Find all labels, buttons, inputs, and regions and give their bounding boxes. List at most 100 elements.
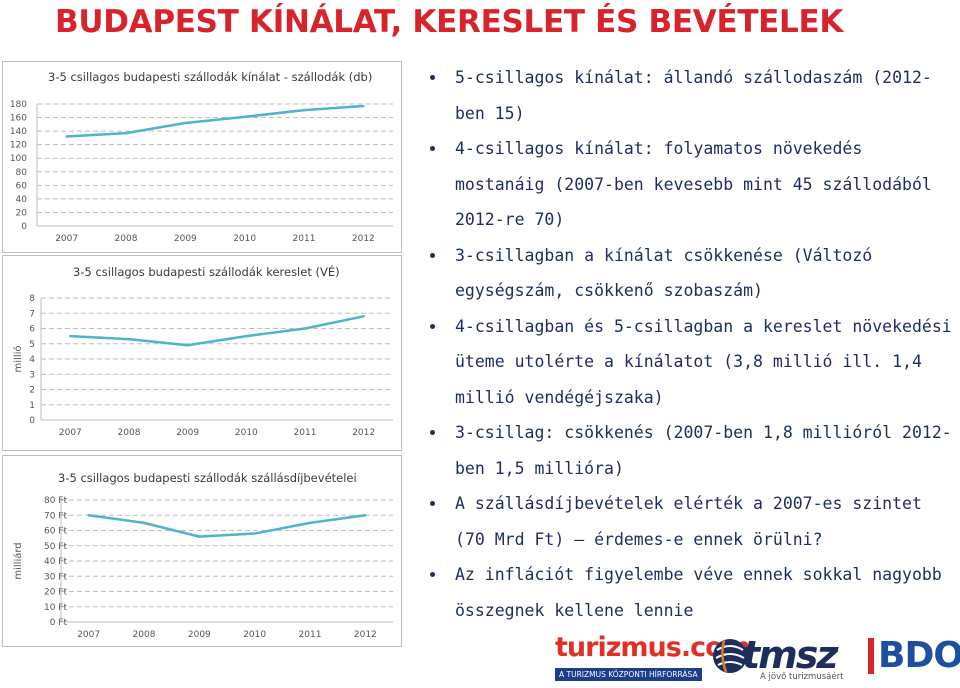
y-tick-label: 140 bbox=[10, 127, 27, 137]
data-point bbox=[243, 115, 246, 119]
bullet-text: 5-csillagos kínálat: állandó szállodaszá… bbox=[455, 68, 932, 123]
y-tick-label: 7 bbox=[29, 309, 35, 319]
y-tick-label: 40 bbox=[16, 195, 28, 205]
chart-title: 3-5 csillagos budapesti szállodák keresl… bbox=[73, 264, 340, 279]
page-title: BUDAPEST KÍNÁLAT, KERESLET ÉS BEVÉTELEK bbox=[55, 4, 844, 40]
y-tick-label: 2 bbox=[29, 386, 35, 396]
y-tick-label: 30 Ft bbox=[44, 572, 67, 582]
x-tick-label: 2009 bbox=[188, 630, 211, 640]
bullet-list: 5-csillagos kínálat: állandó szállodaszá… bbox=[425, 60, 955, 628]
y-tick-label: 80 Ft bbox=[44, 496, 67, 506]
x-tick-label: 2008 bbox=[133, 630, 156, 640]
data-point bbox=[362, 315, 365, 318]
x-tick-label: 2008 bbox=[115, 234, 138, 244]
x-tick-label: 2011 bbox=[293, 234, 316, 244]
chart-revenue: 3-5 csillagos budapesti szállodák szállá… bbox=[12, 471, 393, 640]
chart-panel-supply: 3-5 csillagos budapesti szállodák kínála… bbox=[2, 61, 402, 253]
chart-supply: 3-5 csillagos budapesti szállodák kínála… bbox=[10, 70, 393, 244]
data-point bbox=[198, 535, 201, 538]
x-tick-label: 2012 bbox=[352, 428, 375, 438]
x-tick-label: 2011 bbox=[294, 428, 317, 438]
chart-demand: 3-5 csillagos budapesti szállodák keresl… bbox=[12, 264, 393, 438]
data-point bbox=[364, 514, 367, 517]
chart-panel-revenue: 3-5 csillagos budapesti szállodák szállá… bbox=[2, 455, 402, 647]
data-point bbox=[253, 532, 256, 535]
data-point bbox=[303, 327, 307, 330]
series-line bbox=[88, 514, 366, 538]
bullet-dot-icon bbox=[430, 252, 435, 258]
y-tick-label: 4 bbox=[29, 355, 35, 365]
y-tick-label: 100 bbox=[10, 154, 27, 164]
bullet-dot-icon bbox=[430, 430, 435, 435]
y-tick-label: 20 Ft bbox=[44, 588, 67, 598]
x-tick-label: 2012 bbox=[352, 234, 375, 244]
data-point bbox=[124, 131, 128, 135]
y-tick-label: 6 bbox=[29, 325, 35, 335]
x-tick-label: 2011 bbox=[299, 630, 322, 640]
bullet-item: 4-csillagban és 5-csillagban a kereslet … bbox=[425, 309, 955, 416]
bullet-item: Az inflációt figyelembe véve ennek sokka… bbox=[425, 557, 955, 628]
chart-title: 3-5 csillagos budapesti szállodák szállá… bbox=[58, 471, 357, 485]
data-point bbox=[65, 135, 68, 138]
bullet-item: 3-csillag: csökkenés (2007-ben 1,8 milli… bbox=[425, 415, 955, 486]
x-tick-label: 2007 bbox=[77, 630, 100, 640]
y-tick-label: 70 Ft bbox=[44, 511, 67, 521]
data-point bbox=[362, 104, 365, 108]
x-tick-label: 2007 bbox=[55, 234, 78, 244]
data-point bbox=[69, 334, 72, 338]
bullet-item: A szállásdíjbevételek elérték a 2007-es … bbox=[425, 486, 955, 557]
tmsz-globe-icon bbox=[713, 639, 747, 673]
bullet-dot-icon bbox=[430, 146, 435, 151]
x-tick-label: 2010 bbox=[233, 234, 256, 244]
bdo-logo-bar bbox=[868, 638, 874, 674]
y-tick-label: 1 bbox=[29, 401, 35, 411]
tmsz-logo-word: tmsz bbox=[742, 633, 838, 677]
bullet-text: 4-csillagos kínálat: folyamatos növekedé… bbox=[455, 139, 932, 229]
chart-panel-demand: 3-5 csillagos budapesti szállodák keresl… bbox=[2, 255, 402, 451]
bullet-text: 4-csillagban és 5-csillagban a kereslet … bbox=[455, 316, 952, 407]
series-line bbox=[70, 315, 364, 347]
bdo-logo: BDO bbox=[868, 636, 960, 676]
y-tick-label: 60 Ft bbox=[44, 527, 67, 537]
x-tick-label: 2008 bbox=[118, 428, 141, 438]
y-tick-label: 0 bbox=[29, 416, 35, 426]
bullet-item: 5-csillagos kínálat: állandó szállodaszá… bbox=[425, 60, 955, 131]
bullet-dot-icon bbox=[430, 501, 435, 506]
data-point bbox=[308, 521, 312, 525]
x-tick-label: 2009 bbox=[176, 428, 199, 438]
x-tick-label: 2009 bbox=[174, 234, 197, 244]
y-tick-label: 3 bbox=[29, 370, 35, 380]
x-tick-label: 2007 bbox=[59, 428, 82, 438]
y-axis-label: milliárd bbox=[12, 542, 24, 579]
y-axis-label: millió bbox=[12, 346, 24, 373]
y-tick-label: 50 Ft bbox=[44, 542, 67, 552]
tmsz-logo-tagline: A jövő turizmusáért bbox=[760, 672, 844, 682]
y-tick-label: 0 bbox=[21, 222, 27, 232]
series-line bbox=[66, 104, 364, 138]
y-tick-label: 8 bbox=[29, 294, 35, 304]
y-tick-label: 10 Ft bbox=[44, 603, 67, 613]
bullet-text: 3-csillag: csökkenés (2007-ben 1,8 milli… bbox=[455, 423, 952, 478]
y-tick-label: 5 bbox=[29, 340, 35, 350]
data-point bbox=[245, 334, 248, 338]
y-tick-label: 160 bbox=[10, 114, 27, 124]
y-tick-label: 20 bbox=[16, 208, 28, 218]
data-point bbox=[87, 514, 90, 517]
y-tick-label: 60 bbox=[16, 181, 28, 191]
y-tick-label: 40 Ft bbox=[44, 557, 67, 567]
bdo-logo-word: BDO bbox=[878, 635, 960, 676]
bullet-dot-icon bbox=[430, 572, 435, 577]
turizmus-logo: turizmus.com A TURIZMUS KÖZPONTI HÍRFORR… bbox=[555, 632, 751, 681]
tmsz-logo: tmsz A jövő turizmusáért bbox=[712, 630, 852, 686]
turizmus-logo-main: turizmus bbox=[555, 632, 682, 663]
y-tick-label: 0 Ft bbox=[50, 618, 68, 628]
bullet-text: 3-csillagban a kínálat csökkenése (Válto… bbox=[455, 245, 873, 301]
data-point bbox=[127, 337, 131, 341]
x-tick-label: 2010 bbox=[243, 630, 266, 640]
bullet-text: A szállásdíjbevételek elérték a 2007-es … bbox=[455, 494, 922, 549]
bullet-dot-icon bbox=[430, 75, 435, 80]
bullet-dot-icon bbox=[430, 323, 435, 329]
data-point bbox=[142, 521, 146, 525]
y-tick-label: 120 bbox=[10, 141, 27, 151]
x-tick-label: 2010 bbox=[235, 428, 258, 438]
